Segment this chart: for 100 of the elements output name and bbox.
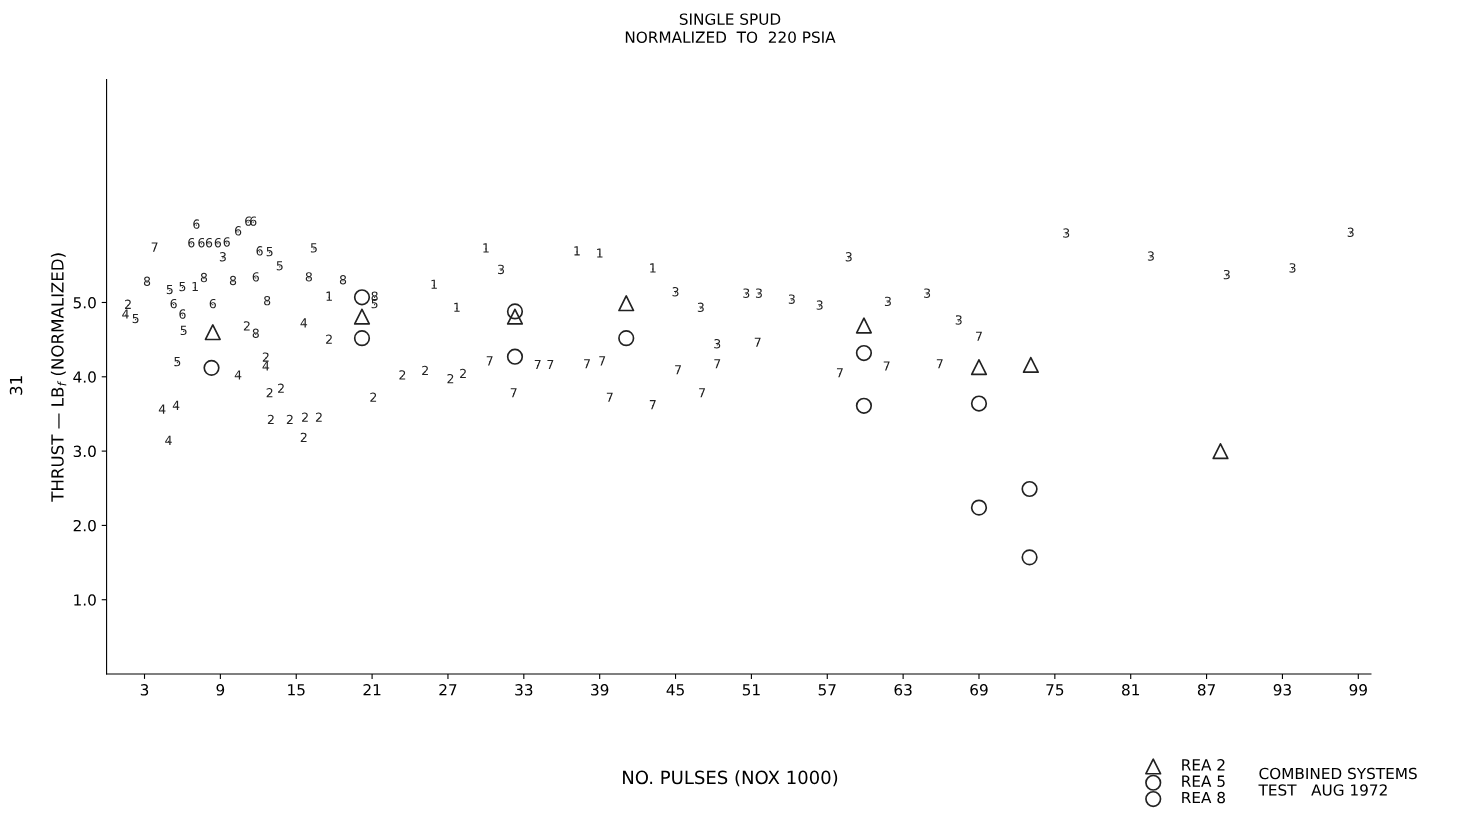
text: 3 [1347, 227, 1354, 237]
text: 8 [229, 275, 237, 286]
x-tick-label: 3 [140, 684, 149, 696]
text: 8 [264, 295, 271, 306]
x-tick-label: 39 [591, 684, 609, 696]
text: 2 [302, 412, 308, 422]
text: 7 [754, 337, 761, 347]
text: 3 [1147, 251, 1154, 261]
text: 3 [816, 300, 823, 310]
text: 6 [193, 219, 200, 229]
x-tick-label: 87 [1197, 684, 1215, 696]
text: 7 [836, 368, 843, 378]
chart-subtitle: NORMALIZED TO 220 PSIA [625, 31, 836, 43]
text: 2 [447, 373, 454, 384]
text: 6 [209, 298, 216, 309]
x-tick-label: 99 [1349, 684, 1367, 696]
text: 2 [125, 299, 131, 309]
text: 7 [599, 356, 606, 366]
text: 7 [649, 400, 656, 410]
y-tick-label: 3.0 [73, 445, 96, 458]
text: 5 [132, 313, 139, 324]
text: 1 [574, 246, 580, 256]
y-tick-label: 5.0 [73, 296, 96, 309]
x-tick-label: 15 [288, 684, 305, 696]
text: 2 [300, 432, 307, 442]
text: 7 [151, 242, 158, 252]
x-tick-label: 21 [363, 684, 381, 696]
chart-title: SINGLE SPUD [679, 13, 781, 25]
text: 7 [534, 359, 541, 370]
y-tick-label: 1.0 [74, 594, 96, 606]
text: 1 [597, 248, 603, 258]
text: 2 [262, 352, 269, 362]
text: 6 [234, 226, 242, 236]
text: 8 [371, 291, 378, 301]
text: 5 [310, 243, 317, 253]
text: 3 [1289, 263, 1296, 273]
text: 6 [223, 237, 230, 247]
text: 4 [262, 361, 270, 371]
x-tick-label: 27 [439, 684, 457, 696]
text: 7 [976, 331, 982, 341]
text: 3 [755, 288, 762, 298]
text: 6 [256, 246, 263, 256]
text: 6 [179, 309, 186, 319]
text: 8 [252, 328, 259, 339]
x-tick-label: 81 [1122, 684, 1140, 696]
text: 7 [936, 359, 943, 369]
text: 7 [606, 392, 613, 402]
x-axis-title: NO. PULSES (NOX 1000) [623, 770, 838, 787]
series-label: 1 [454, 302, 460, 312]
text: 8 [305, 272, 312, 282]
text: 3 [498, 264, 505, 275]
series-label: 2 [326, 334, 332, 344]
text: 6 [205, 237, 213, 248]
text: 3 [1063, 228, 1070, 238]
x-tick-label: 57 [818, 684, 836, 696]
text: 2 [286, 414, 293, 425]
text: 5 [180, 325, 187, 336]
text: 1 [431, 279, 437, 289]
series-label: 7 [510, 388, 517, 398]
text: 3 [955, 315, 962, 325]
x-tick-label: 93 [1273, 684, 1291, 696]
text: 7 [584, 359, 590, 369]
text: 7 [883, 361, 890, 371]
text: 4 [234, 370, 242, 380]
x-tick-label: 69 [970, 684, 988, 696]
text: 6 [170, 298, 177, 309]
text: 7 [547, 359, 554, 370]
text: 2 [267, 414, 274, 425]
text: 4 [172, 400, 180, 410]
legend-label: REA 8 [1182, 791, 1225, 804]
text: 7 [486, 356, 493, 366]
text: 3 [714, 339, 721, 349]
text: 5 [174, 357, 181, 367]
x-tick-label: 63 [894, 684, 912, 696]
text: 8 [200, 272, 208, 283]
text: 3 [743, 288, 750, 298]
text: 7 [714, 359, 721, 369]
x-tick-label: 33 [515, 684, 533, 696]
text: 3 [924, 288, 931, 298]
text: 2 [266, 388, 273, 398]
text: 3 [845, 252, 852, 262]
y-tick-label: 4.0 [73, 371, 96, 383]
x-tick-label: 75 [1046, 684, 1064, 696]
text: 6 [214, 237, 222, 248]
text: 3 [672, 286, 679, 297]
x-tick-label: 51 [742, 684, 760, 696]
text: 2 [278, 383, 284, 393]
text: 3 [788, 294, 795, 304]
series-label: 5 [179, 281, 186, 292]
text: 4 [122, 309, 129, 319]
text: 4 [165, 435, 172, 445]
series-label: 4 [158, 404, 166, 414]
text: 6 [198, 237, 205, 248]
text: 6 [250, 216, 257, 226]
text: 5 [266, 247, 273, 257]
text: 8 [143, 276, 151, 287]
x-tick-label: 9 [216, 684, 225, 696]
series-label: 3 [1223, 269, 1230, 280]
text: 3 [884, 296, 891, 307]
text: 7 [675, 365, 681, 375]
